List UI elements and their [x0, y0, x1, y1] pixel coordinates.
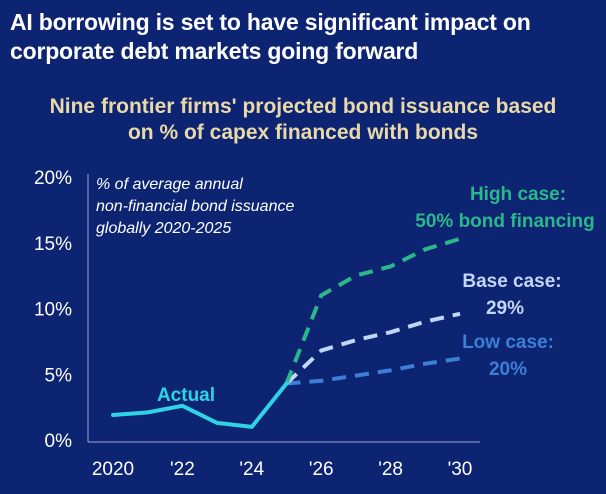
series-line-actual — [111, 381, 289, 429]
series-labels: Actual High case: 50% bond financing Base c… — [157, 184, 595, 406]
series-label-high: High case: — [470, 184, 566, 205]
series-line-low — [286, 356, 461, 386]
x-tick-label: '26 — [309, 459, 334, 480]
y-axis-note-line-3: globally 2020-2025 — [96, 220, 231, 237]
y-tick-label: 15% — [34, 234, 72, 255]
series-lines — [111, 236, 461, 429]
series-line-high — [284, 236, 461, 385]
series-label-base: 29% — [486, 298, 524, 319]
series-label-low: 20% — [489, 359, 527, 380]
x-tick-label: '30 — [448, 459, 473, 480]
y-tick-label: 20% — [34, 168, 72, 189]
y-tick-label: 0% — [45, 431, 73, 452]
chart-title-line-2: on % of capex financed with bonds — [127, 121, 479, 144]
series-label-low: Low case: — [462, 332, 554, 353]
chart-title: Nine frontier firms' projected bond issu… — [0, 94, 606, 146]
x-tick-label: 2020 — [92, 459, 134, 480]
y-tick-label: 5% — [45, 365, 73, 386]
series-label-high: 50% bond financing — [415, 211, 594, 232]
headline-line-1: AI borrowing is set to have significant … — [10, 9, 531, 35]
chart-title-line-1: Nine frontier firms' projected bond issu… — [49, 95, 557, 118]
y-axis-note: % of average annual non-financial bond i… — [96, 176, 299, 237]
y-tick-label: 10% — [34, 300, 72, 321]
x-tick-label: '24 — [239, 459, 264, 480]
series-line-base — [285, 311, 461, 385]
headline: AI borrowing is set to have significant … — [10, 8, 600, 66]
y-tick-labels: 0% 5% 10% 15% 20% — [34, 168, 72, 452]
series-label-base: Base case: — [462, 271, 561, 292]
x-tick-label: '22 — [170, 459, 195, 480]
y-axis-note-line-2: non-financial bond issuance — [96, 198, 294, 215]
series-label-actual: Actual — [157, 385, 215, 406]
x-tick-label: '28 — [378, 459, 403, 480]
x-tick-labels: 2020 '22 '24 '26 '28 '30 — [92, 459, 473, 480]
headline-line-2: corporate debt markets going forward — [10, 38, 419, 64]
y-axis-note-line-1: % of average annual — [96, 176, 243, 193]
